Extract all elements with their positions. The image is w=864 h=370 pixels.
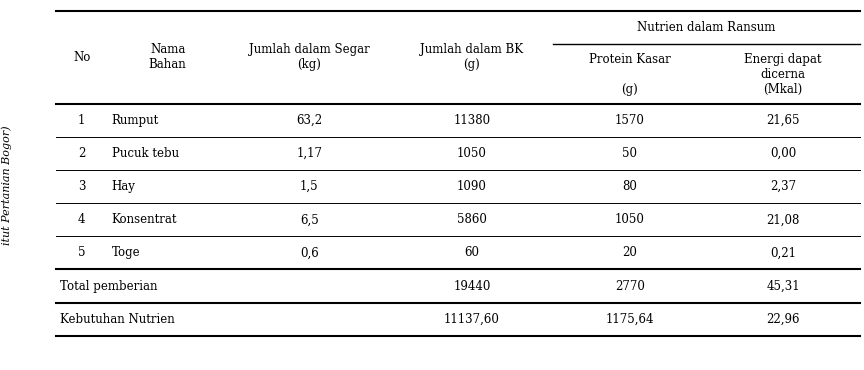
Text: Kebutuhan Nutrien: Kebutuhan Nutrien: [60, 313, 175, 326]
Text: Pucuk tebu: Pucuk tebu: [111, 147, 179, 160]
Text: Rumput: Rumput: [111, 114, 159, 127]
Text: 1,17: 1,17: [296, 147, 322, 160]
Text: Hay: Hay: [111, 180, 136, 193]
Text: 1570: 1570: [615, 114, 645, 127]
Text: No: No: [73, 51, 91, 64]
Text: 2,37: 2,37: [770, 180, 796, 193]
Text: 21,65: 21,65: [766, 114, 800, 127]
Text: 19440: 19440: [453, 279, 491, 293]
Text: Konsentrat: Konsentrat: [111, 213, 177, 226]
Text: Protein Kasar

(g): Protein Kasar (g): [589, 53, 670, 95]
Text: 5860: 5860: [457, 213, 486, 226]
Text: 6,5: 6,5: [300, 213, 319, 226]
Text: 50: 50: [622, 147, 638, 160]
Text: Jumlah dalam BK
(g): Jumlah dalam BK (g): [420, 43, 524, 71]
Text: 0,00: 0,00: [770, 147, 796, 160]
Text: 1175,64: 1175,64: [606, 313, 654, 326]
Text: 80: 80: [622, 180, 638, 193]
Text: 63,2: 63,2: [296, 114, 322, 127]
Text: 0,21: 0,21: [770, 246, 796, 259]
Text: 1,5: 1,5: [300, 180, 319, 193]
Text: 2: 2: [78, 147, 86, 160]
Text: 1050: 1050: [457, 147, 486, 160]
Text: 1050: 1050: [615, 213, 645, 226]
Text: Jumlah dalam Segar
(kg): Jumlah dalam Segar (kg): [249, 43, 370, 71]
Text: 4: 4: [78, 213, 86, 226]
Text: Nutrien dalam Ransum: Nutrien dalam Ransum: [638, 21, 776, 34]
Text: Total pemberian: Total pemberian: [60, 279, 158, 293]
Text: itut Pertanian Bogor): itut Pertanian Bogor): [2, 125, 12, 245]
Text: 0,6: 0,6: [300, 246, 319, 259]
Text: 11380: 11380: [454, 114, 491, 127]
Text: 20: 20: [622, 246, 638, 259]
Text: Toge: Toge: [111, 246, 140, 259]
Text: 1: 1: [78, 114, 86, 127]
Text: 22,96: 22,96: [766, 313, 800, 326]
Text: Nama
Bahan: Nama Bahan: [149, 43, 187, 71]
Text: 11137,60: 11137,60: [444, 313, 499, 326]
Text: 5: 5: [78, 246, 86, 259]
Text: 2770: 2770: [615, 279, 645, 293]
Text: 60: 60: [464, 246, 480, 259]
Text: 21,08: 21,08: [766, 213, 800, 226]
Text: Energi dapat
dicerna
(Mkal): Energi dapat dicerna (Mkal): [744, 53, 822, 95]
Text: 3: 3: [78, 180, 86, 193]
Text: 1090: 1090: [457, 180, 486, 193]
Text: 45,31: 45,31: [766, 279, 800, 293]
